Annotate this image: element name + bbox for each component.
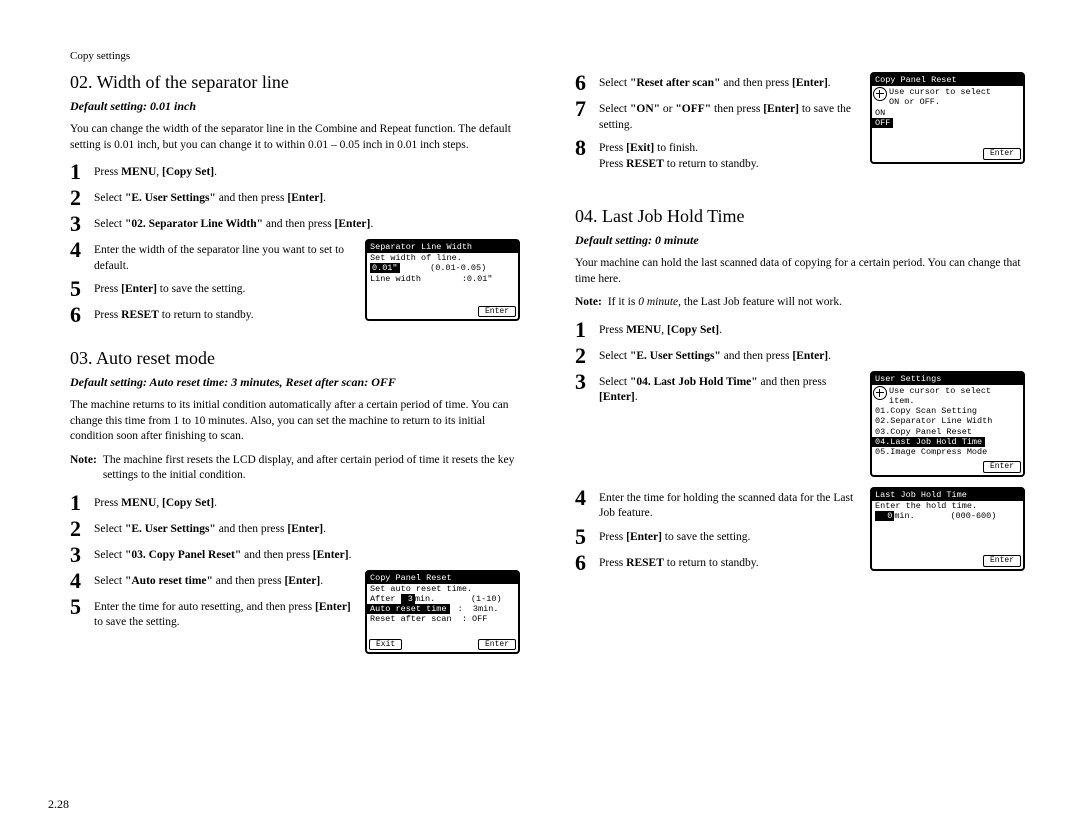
lcd-user-settings: User Settings Use cursor to selectitem. … (870, 371, 1025, 477)
sec03-note: Note: The machine first resets the LCD d… (70, 453, 520, 484)
sec04-step4: Enter the time for holding the scanned d… (599, 487, 860, 522)
cursor-icon (873, 386, 887, 400)
section-02: 02. Width of the separator line Default … (70, 72, 520, 330)
cursor-icon (873, 87, 887, 101)
section-03: 03. Auto reset mode Default setting: Aut… (70, 348, 520, 654)
lcd-separator-width: Separator Line Width Set width of line. … (365, 239, 520, 321)
sec03-intro: The machine returns to its initial condi… (70, 398, 520, 445)
lcd-copy-panel-reset-2: Copy Panel Reset Use cursor to selectON … (870, 72, 1025, 164)
section-04: 04. Last Job Hold Time Default setting: … (575, 206, 1025, 578)
section-02-title: 02. Width of the separator line (70, 72, 520, 93)
section-04-title: 04. Last Job Hold Time (575, 206, 1025, 227)
sec02-default: Default setting: 0.01 inch (70, 99, 520, 114)
page-number: 2.28 (48, 797, 69, 812)
sec04-note: Note: If it is 0 minute, the Last Job fe… (575, 295, 1025, 311)
sec03-default: Default setting: Auto reset time: 3 minu… (70, 375, 520, 390)
lcd-last-job-hold: Last Job Hold Time Enter the hold time. … (870, 487, 1025, 571)
sec04-default: Default setting: 0 minute (575, 233, 1025, 248)
page-header: Copy settings (70, 50, 520, 62)
sec02-intro: You can change the width of the separato… (70, 122, 520, 153)
section-03-title: 03. Auto reset mode (70, 348, 520, 369)
sec02-step4: Enter the width of the separator line yo… (94, 239, 355, 274)
sec04-intro: Your machine can hold the last scanned d… (575, 256, 1025, 287)
lcd-copy-panel-reset-1: Copy Panel Reset Set auto reset time. Af… (365, 570, 520, 655)
